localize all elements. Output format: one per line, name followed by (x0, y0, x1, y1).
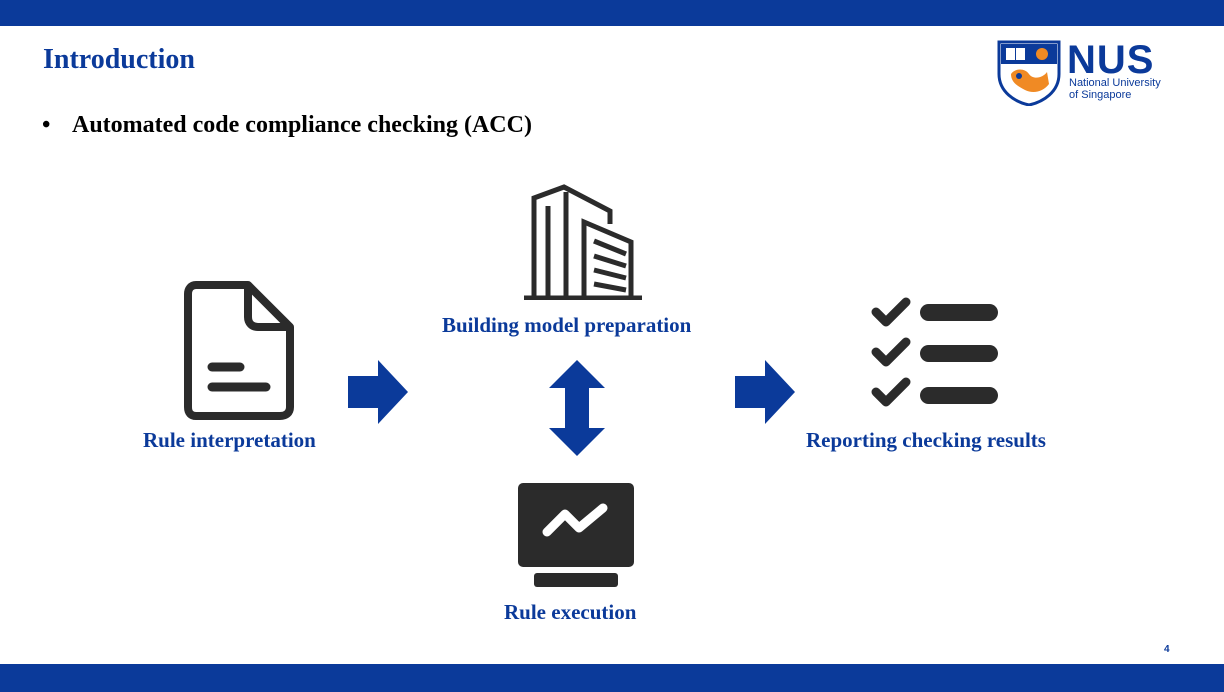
right-arrow-icon-2 (735, 360, 795, 424)
logo-subtitle-line-1: National University (1069, 77, 1161, 89)
nus-crest-icon (997, 40, 1061, 106)
slide-title: Introduction (43, 44, 195, 75)
bullet-marker: • (42, 112, 51, 138)
monitor-chart-icon (518, 483, 634, 587)
building-icon (524, 184, 642, 300)
logo-subtitle: National University of Singapore (1069, 77, 1187, 101)
label-reporting-checking-results: Reporting checking results (806, 428, 1046, 452)
bottom-banner (0, 664, 1224, 692)
logo-wordmark: NUS (1067, 38, 1155, 82)
checklist-icon (871, 297, 998, 407)
label-rule-interpretation: Rule interpretation (143, 428, 316, 452)
top-banner (0, 0, 1224, 26)
nus-logo: NUS National University of Singapore (997, 38, 1187, 110)
right-arrow-icon-1 (348, 360, 408, 424)
bidirectional-arrow-icon (549, 360, 605, 456)
document-icon (184, 281, 294, 420)
logo-subtitle-line-2: of Singapore (1069, 89, 1132, 101)
label-rule-execution: Rule execution (504, 600, 637, 624)
bullet-text: Automated code compliance checking (ACC) (72, 112, 532, 138)
page-number: 4 (1164, 644, 1170, 655)
label-building-model-preparation: Building model preparation (442, 313, 692, 337)
